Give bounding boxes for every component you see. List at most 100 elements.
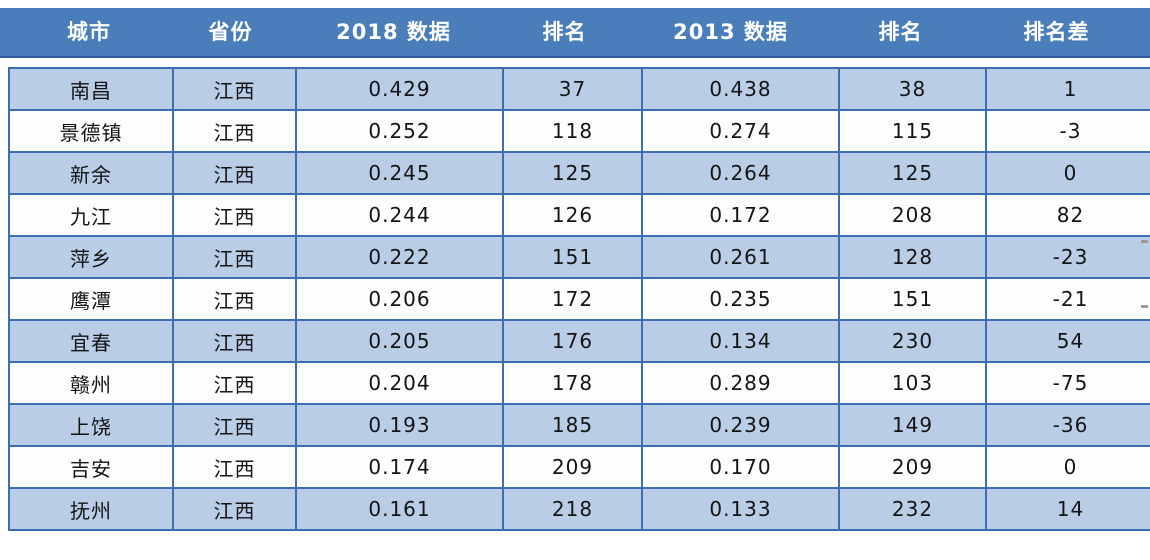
cell: 0.264 <box>641 151 840 195</box>
cell: 125 <box>502 151 643 195</box>
table-row: 九江 江西 0.244 126 0.172 208 82 <box>8 193 1150 237</box>
cell: 0.429 <box>295 67 504 111</box>
cell: 38 <box>838 67 987 111</box>
table-row: 吉安 江西 0.174 209 0.170 209 0 <box>8 445 1150 489</box>
cell: 0.222 <box>295 235 504 279</box>
cell: 14 <box>985 487 1150 531</box>
table-body: 南昌 江西 0.429 37 0.438 38 1 景德镇 江西 0.252 118 0.274 115… <box>8 67 1150 531</box>
cell: 118 <box>502 109 643 153</box>
cell: 江西 <box>172 361 297 405</box>
table-row: 新余 江西 0.245 125 0.264 125 0 <box>8 151 1150 195</box>
cell: 萍乡 <box>8 235 174 279</box>
cell: 九江 <box>8 193 174 237</box>
cell: 178 <box>502 361 643 405</box>
cell: 0.252 <box>295 109 504 153</box>
cell: 0.261 <box>641 235 840 279</box>
cell: 0.235 <box>641 277 840 321</box>
cell: 上饶 <box>8 403 174 447</box>
cell: 0.170 <box>641 445 840 489</box>
cell: 0.172 <box>641 193 840 237</box>
cell: 江西 <box>172 193 297 237</box>
column-header: 排名 <box>542 20 587 44</box>
cell: 149 <box>838 403 987 447</box>
cell: 230 <box>838 319 987 363</box>
cell: 江西 <box>172 151 297 195</box>
right-edge-mark-top <box>1141 240 1148 243</box>
cell: 赣州 <box>8 361 174 405</box>
cell: 0.174 <box>295 445 504 489</box>
cell: 218 <box>502 487 643 531</box>
cell: 172 <box>502 277 643 321</box>
cell: -21 <box>985 277 1150 321</box>
cell: 126 <box>502 193 643 237</box>
cell: 0 <box>985 151 1150 195</box>
cell: 新余 <box>8 151 174 195</box>
cell: 江西 <box>172 235 297 279</box>
cell: 江西 <box>172 487 297 531</box>
cell: 抚州 <box>8 487 174 531</box>
table-row: 赣州 江西 0.204 178 0.289 103 -75 <box>8 361 1150 405</box>
cell: 江西 <box>172 319 297 363</box>
cell: 0.206 <box>295 277 504 321</box>
cell: 208 <box>838 193 987 237</box>
table-row: 鹰潭 江西 0.206 172 0.235 151 -21 <box>8 277 1150 321</box>
cell: 0.289 <box>641 361 840 405</box>
cell: 0.438 <box>641 67 840 111</box>
cell: 1 <box>985 67 1150 111</box>
cell: -36 <box>985 403 1150 447</box>
right-edge-mark-bottom <box>1141 305 1148 308</box>
cell: 0.134 <box>641 319 840 363</box>
table-row: 宜春 江西 0.205 176 0.134 230 54 <box>8 319 1150 363</box>
cell: 128 <box>838 235 987 279</box>
column-header: 2013 数据 <box>673 20 788 44</box>
cell: 176 <box>502 319 643 363</box>
cell: 0.274 <box>641 109 840 153</box>
cell: 鹰潭 <box>8 277 174 321</box>
cell: 0.239 <box>641 403 840 447</box>
table-row: 抚州 江西 0.161 218 0.133 232 14 <box>8 487 1150 531</box>
cell: 0.161 <box>295 487 504 531</box>
cell: 232 <box>838 487 987 531</box>
cell: 54 <box>985 319 1150 363</box>
cell: 江西 <box>172 67 297 111</box>
cell: 0.205 <box>295 319 504 363</box>
cell: 209 <box>838 445 987 489</box>
column-header: 省份 <box>208 20 253 44</box>
cell: 江西 <box>172 109 297 153</box>
cell: 0.245 <box>295 151 504 195</box>
cell: 0.193 <box>295 403 504 447</box>
cell: 宜春 <box>8 319 174 363</box>
cell: 82 <box>985 193 1150 237</box>
table-row: 南昌 江西 0.429 37 0.438 38 1 <box>8 67 1150 111</box>
table-header-row: 城市 省份 2018 数据 排名 2013 数据 排名 排名差 <box>0 8 1150 58</box>
column-header: 城市 <box>67 20 111 44</box>
cell: 江西 <box>172 445 297 489</box>
cell: -23 <box>985 235 1150 279</box>
table-row: 景德镇 江西 0.252 118 0.274 115 -3 <box>8 109 1150 153</box>
cell: -3 <box>985 109 1150 153</box>
cell: 185 <box>502 403 643 447</box>
column-header: 2018 数据 <box>336 20 451 44</box>
cell: 0 <box>985 445 1150 489</box>
cell: 103 <box>838 361 987 405</box>
cell: 125 <box>838 151 987 195</box>
cell: 吉安 <box>8 445 174 489</box>
cell: 0.133 <box>641 487 840 531</box>
table-row: 萍乡 江西 0.222 151 0.261 128 -23 <box>8 235 1150 279</box>
cell: 37 <box>502 67 643 111</box>
cell: 115 <box>838 109 987 153</box>
column-header: 排名差 <box>1023 20 1090 44</box>
cell: 0.204 <box>295 361 504 405</box>
cell: 南昌 <box>8 67 174 111</box>
cell: 景德镇 <box>8 109 174 153</box>
cell: 江西 <box>172 403 297 447</box>
cell: -75 <box>985 361 1150 405</box>
cell: 209 <box>502 445 643 489</box>
city-ranking-table: 南昌 江西 0.429 37 0.438 38 1 景德镇 江西 0.252 118 0.274 115… <box>8 67 1150 531</box>
column-header: 排名 <box>878 20 923 44</box>
cell: 0.244 <box>295 193 504 237</box>
cell: 151 <box>838 277 987 321</box>
cell: 151 <box>502 235 643 279</box>
table-row: 上饶 江西 0.193 185 0.239 149 -36 <box>8 403 1150 447</box>
